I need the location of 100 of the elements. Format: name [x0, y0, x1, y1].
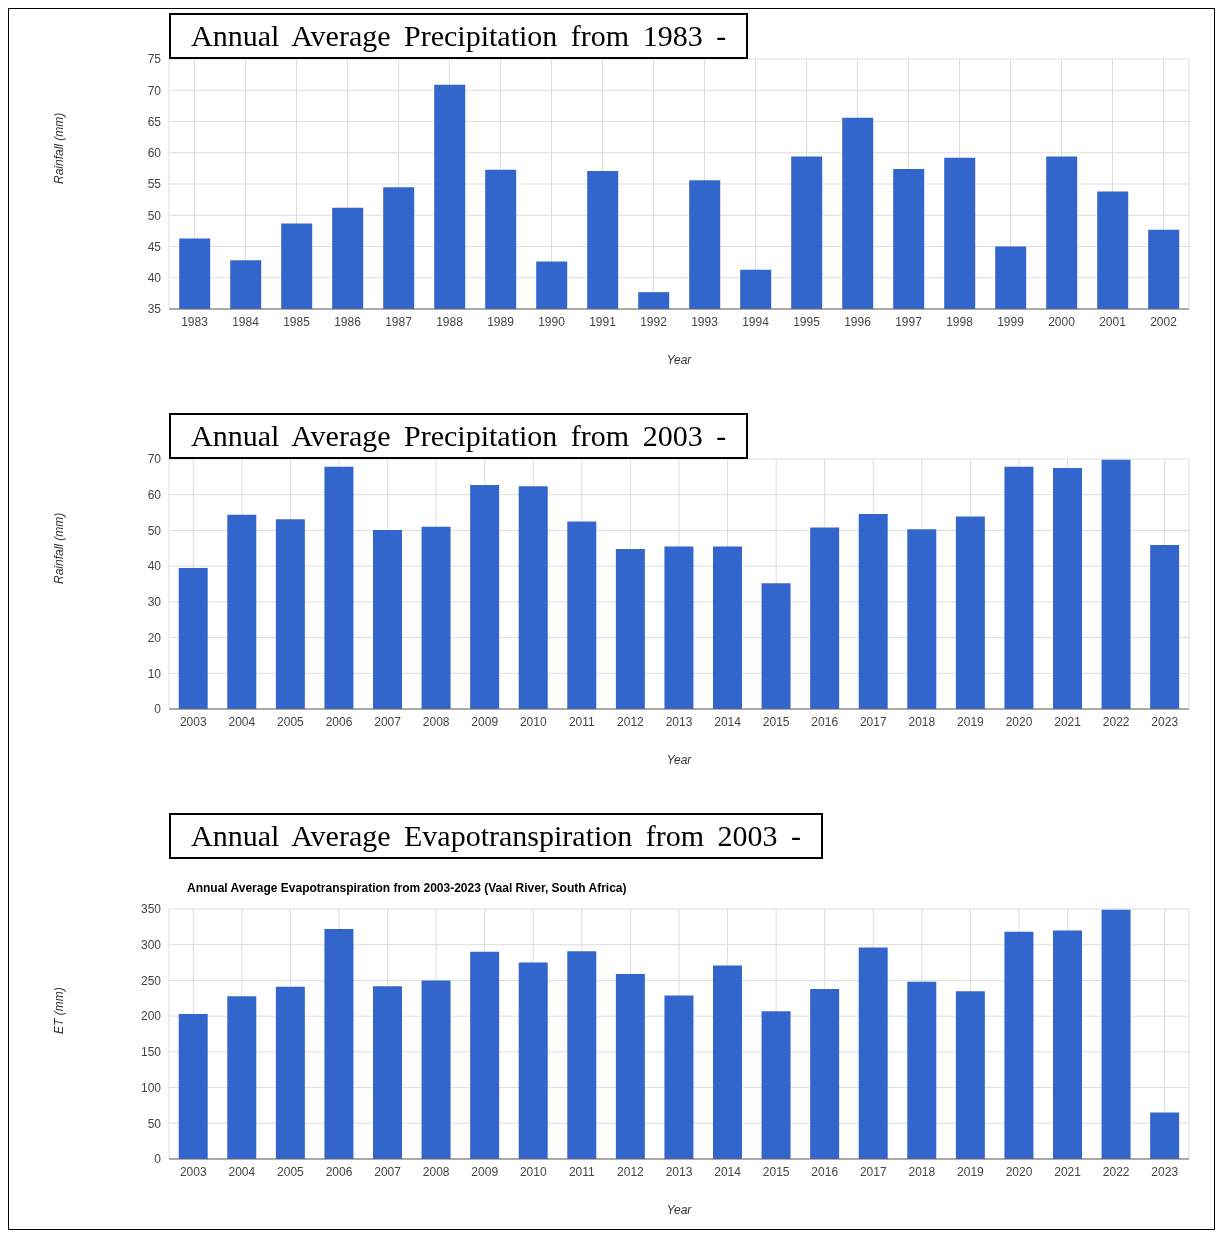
- bar: [713, 546, 742, 709]
- y-tick-label: 70: [147, 452, 162, 467]
- bar: [567, 521, 597, 709]
- x-tick-label: 1991: [589, 314, 617, 329]
- x-tick-label: 2008: [422, 714, 450, 729]
- y-tick-label: 50: [147, 1116, 162, 1131]
- bar: [1101, 909, 1131, 1159]
- bar: [1150, 1112, 1180, 1159]
- x-tick-label: 1994: [742, 314, 770, 329]
- x-tick-label: 1998: [946, 314, 974, 329]
- bar: [567, 951, 597, 1159]
- x-tick-label: 2013: [665, 714, 693, 729]
- chart-title: Annual Average Evapotranspiration from 2003 -: [169, 813, 824, 859]
- bar: [1004, 931, 1034, 1159]
- y-tick-label: 60: [147, 146, 162, 161]
- bar: [373, 986, 402, 1159]
- y-axis-title: ET (mm): [52, 987, 67, 1034]
- x-tick-label: 2003: [179, 1164, 207, 1179]
- bar: [615, 974, 645, 1159]
- x-tick-label: 1999: [997, 314, 1025, 329]
- bar: [324, 466, 354, 709]
- y-tick-label: 0: [154, 1152, 162, 1167]
- bar: [421, 526, 451, 709]
- x-axis-title: Year: [666, 1203, 693, 1217]
- x-tick-label: 1995: [793, 314, 821, 329]
- x-tick-label: 2006: [325, 714, 353, 729]
- x-tick-label: 2002: [1150, 314, 1178, 329]
- x-tick-label: 2009: [471, 1164, 499, 1179]
- y-tick-label: 200: [140, 1009, 162, 1024]
- bar: [858, 514, 888, 709]
- x-tick-label: 2017: [859, 714, 887, 729]
- x-tick-label: 2004: [228, 714, 256, 729]
- x-tick-label: 1993: [691, 314, 719, 329]
- x-tick-label: 2012: [617, 1164, 645, 1179]
- y-tick-label: 55: [147, 177, 162, 192]
- x-tick-label: 2010: [519, 714, 547, 729]
- bar: [810, 989, 840, 1159]
- y-axis-title: Rainfall (mm): [52, 112, 67, 184]
- x-tick-label: 2005: [277, 1164, 305, 1179]
- bar: [518, 486, 548, 709]
- x-tick-label: 2007: [374, 714, 402, 729]
- bar: [858, 947, 888, 1159]
- x-tick-label: 2016: [811, 714, 839, 729]
- x-tick-label: 2015: [762, 1164, 790, 1179]
- x-tick-label: 2020: [1005, 1164, 1033, 1179]
- x-axis-title: Year: [666, 353, 693, 367]
- y-tick-label: 100: [140, 1080, 162, 1095]
- x-tick-label: 2023: [1151, 714, 1179, 729]
- bar: [227, 514, 257, 709]
- bar: [178, 1014, 208, 1159]
- x-tick-label: 2019: [957, 714, 985, 729]
- bar: [1004, 466, 1034, 709]
- bar: [518, 962, 548, 1159]
- y-tick-label: 20: [147, 630, 162, 645]
- bar: [664, 995, 694, 1159]
- x-tick-label: 2015: [762, 714, 790, 729]
- x-tick-label: 2021: [1054, 714, 1082, 729]
- y-tick-label: 75: [147, 52, 162, 67]
- x-tick-label: 2006: [325, 1164, 353, 1179]
- y-tick-label: 150: [140, 1045, 162, 1060]
- bar: [1053, 930, 1082, 1159]
- x-tick-label: 2011: [568, 714, 596, 729]
- bar: [324, 929, 354, 1159]
- bar: [275, 519, 305, 709]
- y-tick-label: 10: [147, 666, 162, 681]
- x-tick-label: 2018: [908, 1164, 936, 1179]
- x-tick-label: 2022: [1102, 714, 1130, 729]
- x-tick-label: 2016: [811, 1164, 839, 1179]
- x-tick-label: 2020: [1005, 714, 1033, 729]
- bar: [227, 996, 257, 1159]
- y-tick-label: 60: [147, 487, 162, 502]
- x-tick-label: 1992: [640, 314, 668, 329]
- x-tick-label: 2017: [859, 1164, 887, 1179]
- bar: [275, 986, 305, 1159]
- bar: [955, 516, 985, 709]
- bar: [664, 546, 694, 709]
- x-tick-label: 2011: [568, 1164, 596, 1179]
- x-tick-label: 1987: [385, 314, 413, 329]
- y-tick-label: 35: [147, 302, 162, 317]
- x-tick-label: 2008: [422, 1164, 450, 1179]
- x-tick-label: 2018: [908, 714, 936, 729]
- y-tick-label: 300: [140, 937, 162, 952]
- chart-title: Annual Average Precipitation from 2003 -: [169, 413, 749, 459]
- x-tick-label: 2007: [374, 1164, 402, 1179]
- x-tick-label: 1984: [232, 314, 260, 329]
- y-tick-label: 65: [147, 114, 162, 129]
- bar: [615, 549, 645, 709]
- bar: [1053, 467, 1082, 709]
- bar: [907, 529, 937, 709]
- y-tick-label: 50: [147, 523, 162, 538]
- x-tick-label: 2021: [1054, 1164, 1082, 1179]
- x-tick-label: 2012: [617, 714, 645, 729]
- x-tick-label: 2009: [471, 714, 499, 729]
- y-tick-label: 70: [147, 83, 162, 98]
- x-tick-label: 2014: [714, 1164, 742, 1179]
- bar: [810, 527, 840, 709]
- y-tick-label: 0: [154, 702, 162, 717]
- bar: [421, 980, 451, 1159]
- x-tick-label: 1985: [283, 314, 311, 329]
- y-tick-label: 40: [147, 559, 162, 574]
